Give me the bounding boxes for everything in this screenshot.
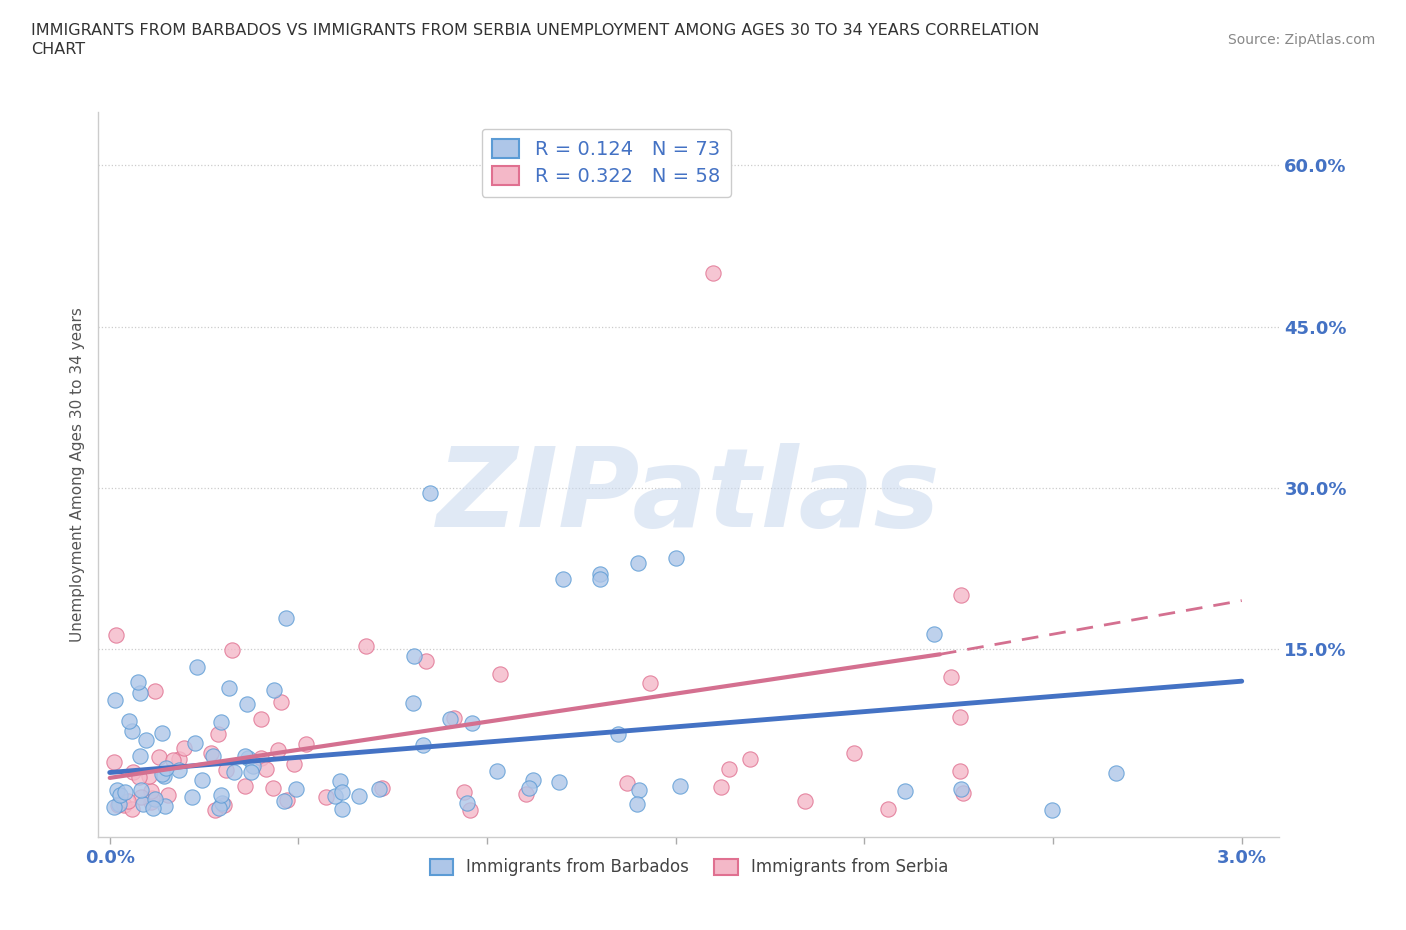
Text: Source: ZipAtlas.com: Source: ZipAtlas.com bbox=[1227, 33, 1375, 46]
Text: IMMIGRANTS FROM BARBADOS VS IMMIGRANTS FROM SERBIA UNEMPLOYMENT AMONG AGES 30 TO: IMMIGRANTS FROM BARBADOS VS IMMIGRANTS F… bbox=[31, 23, 1039, 38]
Text: ZIPatlas: ZIPatlas bbox=[437, 443, 941, 550]
Text: CHART: CHART bbox=[31, 42, 84, 57]
Y-axis label: Unemployment Among Ages 30 to 34 years: Unemployment Among Ages 30 to 34 years bbox=[69, 307, 84, 642]
Legend: Immigrants from Barbados, Immigrants from Serbia: Immigrants from Barbados, Immigrants fro… bbox=[423, 852, 955, 883]
